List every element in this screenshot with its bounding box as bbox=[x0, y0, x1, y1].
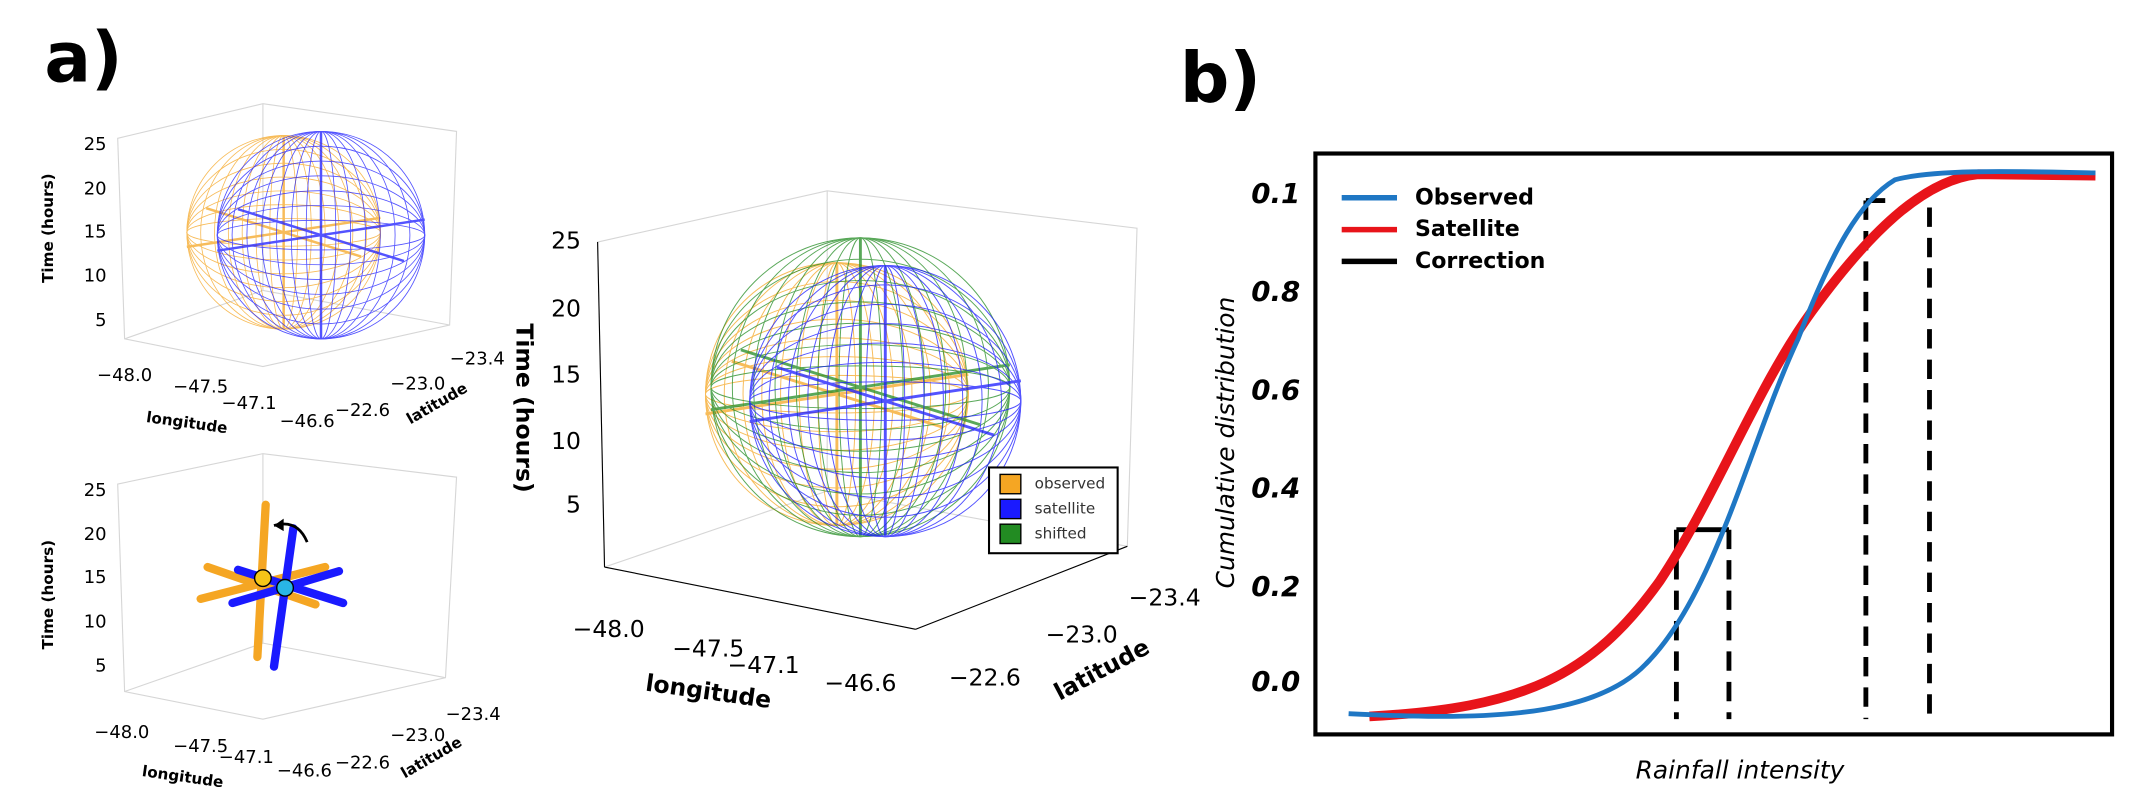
legend-label: Correction bbox=[1415, 248, 1545, 274]
legend: Observed Satellite Correction bbox=[1341, 184, 1545, 274]
time-tick-label: 10 bbox=[84, 611, 107, 632]
time-tick-label: 15 bbox=[84, 567, 107, 588]
time-tick-label: 5 bbox=[95, 656, 106, 677]
legend: observed satellite shifted bbox=[987, 466, 1119, 555]
longitude-tick-label: −48.0 bbox=[94, 722, 149, 743]
time-tick-label: 25 bbox=[84, 480, 107, 501]
time-axis-label: Time (hours) bbox=[39, 540, 57, 650]
time-tick-label: 20 bbox=[551, 294, 581, 322]
y-tick-label: 0.0 bbox=[1251, 665, 1300, 698]
arrow-head bbox=[273, 518, 284, 532]
marker bbox=[253, 569, 272, 588]
legend-label: Observed bbox=[1415, 184, 1534, 210]
latitude-tick-label: −23.4 bbox=[450, 349, 505, 370]
y-tick-label: 0.4 bbox=[1251, 472, 1300, 505]
panel-label: a) bbox=[44, 18, 122, 98]
y-tick-label: 0.6 bbox=[1251, 373, 1300, 406]
y-tick-label: 0.8 bbox=[1251, 275, 1300, 308]
plot-frame bbox=[1313, 151, 2115, 737]
axis-line bbox=[205, 206, 362, 258]
time-tick-label: 15 bbox=[551, 361, 581, 389]
legend-label: shifted bbox=[1035, 524, 1087, 542]
latitude-tick-label: −22.6 bbox=[335, 400, 390, 421]
longitude-tick-label: −47.5 bbox=[672, 635, 744, 663]
observed-curve bbox=[1348, 169, 2096, 719]
time-tick-label: 25 bbox=[551, 227, 581, 255]
latitude-tick-label: −23.4 bbox=[446, 704, 501, 725]
longitude-tick-label: −48.0 bbox=[97, 365, 152, 386]
y-axis-label: Cumulative distribution bbox=[1211, 297, 1240, 589]
longitude-axis-label: longitude bbox=[141, 762, 225, 791]
legend-label: Satellite bbox=[1415, 216, 1520, 242]
time-tick-label: 5 bbox=[95, 310, 106, 331]
time-tick-label: 10 bbox=[84, 266, 107, 287]
wire-sphere bbox=[749, 265, 1022, 538]
longitude-axis-label: longitude bbox=[145, 408, 229, 437]
latitude-tick-label: −22.6 bbox=[949, 664, 1021, 692]
time-tick-label: 20 bbox=[84, 178, 107, 199]
time-tick-label: 5 bbox=[566, 491, 581, 519]
time-tick-label: 20 bbox=[84, 524, 107, 545]
longitude-tick-label: −47.1 bbox=[219, 747, 274, 768]
pane-middle bbox=[597, 190, 1138, 630]
latitude-tick-label: −23.0 bbox=[390, 373, 445, 394]
axis-line bbox=[740, 348, 981, 426]
time-tick-label: 10 bbox=[551, 427, 581, 455]
wire-sphere bbox=[216, 130, 426, 340]
marker bbox=[276, 578, 295, 597]
axis-line bbox=[776, 365, 995, 437]
time-axis-label: Time (hours) bbox=[510, 323, 538, 492]
wire-sphere bbox=[710, 237, 1011, 538]
longitude-tick-label: −48.0 bbox=[573, 615, 645, 643]
x-axis-label: Rainfall intensity bbox=[1636, 756, 1845, 785]
axis-line bbox=[237, 207, 405, 263]
time-axis-label: Time (hours) bbox=[39, 173, 57, 283]
cross-satellite bbox=[228, 524, 348, 671]
satellite-curve bbox=[1369, 169, 2096, 722]
y-tick-label: 0.2 bbox=[1251, 570, 1300, 603]
longitude-tick-label: −46.6 bbox=[280, 411, 335, 432]
latitude-tick-label: −23.4 bbox=[1129, 583, 1201, 611]
time-tick-label: 15 bbox=[84, 221, 107, 242]
latitude-tick-label: −23.0 bbox=[1046, 621, 1118, 649]
latitude-tick-label: −22.6 bbox=[335, 752, 390, 773]
time-tick-label: 25 bbox=[84, 134, 107, 155]
longitude-tick-label: −47.5 bbox=[173, 736, 228, 757]
latitude-tick-label: −23.0 bbox=[390, 725, 445, 746]
longitude-tick-label: −47.5 bbox=[173, 376, 228, 397]
legend-label: observed bbox=[1035, 475, 1105, 493]
y-tick-label: 0.1 bbox=[1251, 177, 1300, 210]
legend-label: satellite bbox=[1035, 499, 1096, 517]
panel-label: b) bbox=[1180, 39, 1261, 119]
wire-sphere bbox=[186, 135, 381, 330]
longitude-tick-label: −46.6 bbox=[277, 761, 332, 782]
longitude-tick-label: −47.1 bbox=[728, 651, 800, 679]
longitude-tick-label: −47.1 bbox=[222, 393, 277, 414]
longitude-tick-label: −46.6 bbox=[824, 669, 896, 697]
